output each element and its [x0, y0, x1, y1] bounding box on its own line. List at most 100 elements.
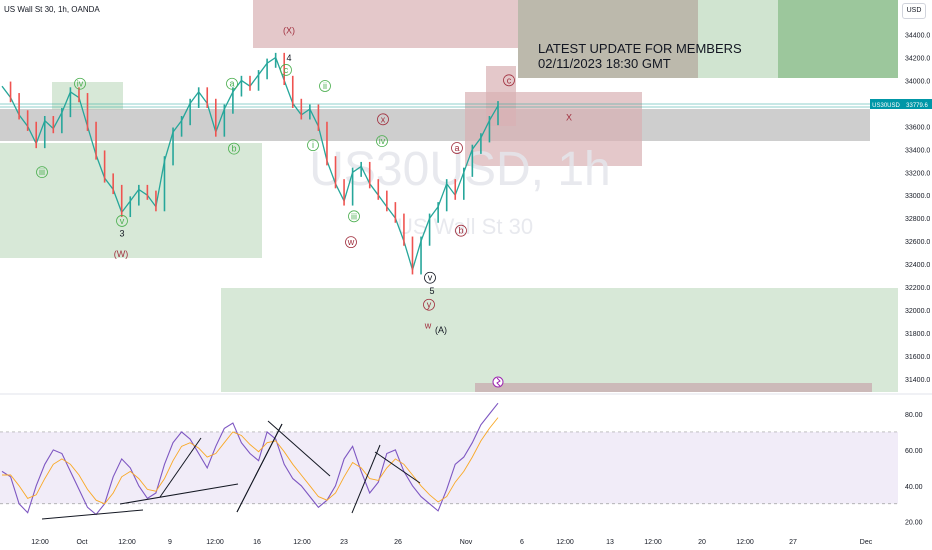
svg-text:x: x	[381, 114, 386, 124]
svg-text:iii: iii	[351, 211, 357, 221]
rsi-line	[1, 402, 499, 516]
wave-label: b	[455, 224, 467, 237]
alert-icon[interactable]	[492, 376, 504, 388]
wave-label: 5	[429, 286, 434, 296]
time-tick-label: 12:00	[118, 539, 136, 546]
time-tick-label: 12:00	[206, 539, 224, 546]
time-tick-label: Oct	[77, 539, 88, 546]
wave-label: iv	[376, 135, 388, 148]
last-price-symbol: US30USD	[872, 103, 900, 109]
watermark: US30USD, 1h US Wall St 30	[309, 143, 610, 239]
wave-label: w	[424, 320, 432, 330]
price-tick-label: 31400.0	[905, 377, 930, 384]
zone-green-bottom	[221, 288, 898, 392]
wave-label: w	[345, 236, 357, 249]
wave-label: X	[566, 113, 572, 123]
zone-red-small	[486, 66, 516, 126]
svg-text:X: X	[566, 113, 572, 123]
wave-label: c	[503, 74, 515, 87]
price-tick-label: 33200.0	[905, 170, 930, 177]
rsi-tick-label: 80.00	[905, 412, 923, 419]
svg-text:i: i	[312, 140, 314, 150]
last-price-value: 33779.6	[906, 103, 928, 109]
wave-label: iv	[74, 77, 86, 90]
zone-green-top-right-dark	[778, 0, 898, 78]
rsi-trendline	[41, 509, 144, 520]
svg-text:iii: iii	[39, 167, 45, 177]
price-tick-label: 33600.0	[905, 124, 930, 131]
wave-label: c	[280, 64, 292, 76]
svg-text:c: c	[284, 65, 289, 75]
rsi-trendline	[374, 451, 421, 484]
wave-label: 4	[286, 53, 291, 63]
wave-label: v	[116, 215, 128, 227]
price-tick-label: 34400.0	[905, 33, 930, 40]
time-tick-label: 6	[520, 539, 524, 546]
svg-text:w: w	[347, 237, 355, 247]
rsi-trendline	[351, 444, 381, 514]
svg-text:iv: iv	[77, 79, 84, 89]
zone-gray-top	[518, 0, 698, 78]
svg-text:a: a	[454, 143, 459, 153]
svg-text:b: b	[458, 226, 463, 236]
time-tick-label: 9	[168, 539, 172, 546]
zone-gray-band	[0, 109, 870, 141]
rsi-trendline	[119, 483, 239, 505]
zone-red-top	[253, 0, 518, 48]
price-tick-label: 34200.0	[905, 55, 930, 62]
wave-label: 3	[119, 229, 124, 239]
time-tick-label: 26	[394, 539, 402, 546]
wave-label: iii	[348, 210, 360, 223]
price-tick-label: 32000.0	[905, 308, 930, 315]
rsi-trendline	[236, 423, 283, 513]
wave-label: (W)	[114, 249, 129, 259]
price-tick-label: 33400.0	[905, 147, 930, 154]
svg-text:c: c	[507, 75, 512, 85]
last-price-tag: US30USD 33779.6	[870, 99, 932, 109]
time-tick-label: 20	[698, 539, 706, 546]
rsi-signal-line	[2, 417, 499, 505]
time-tick-label: 12:00	[293, 539, 311, 546]
rsi-tick-label: 20.00	[905, 520, 923, 527]
wave-label: b	[228, 142, 240, 155]
price-tick-label: 31600.0	[905, 354, 930, 361]
time-tick-label: 12:00	[556, 539, 574, 546]
time-tick-label: 12:00	[736, 539, 754, 546]
svg-text:3: 3	[119, 229, 124, 239]
wave-label: v	[424, 271, 436, 284]
price-tick-label: 33000.0	[905, 193, 930, 200]
price-tick-label: 32200.0	[905, 285, 930, 292]
wave-label: ii	[319, 80, 331, 92]
time-tick-label: Nov	[460, 539, 473, 546]
wave-label: (A)	[435, 325, 447, 335]
svg-text:4: 4	[286, 53, 291, 63]
watermark-ticker: US30USD, 1h	[309, 143, 610, 196]
update-note: LATEST UPDATE FOR MEMBERS 02/11/2023 18:…	[538, 41, 742, 71]
rsi-band	[0, 431, 898, 504]
time-tick-label: 23	[340, 539, 348, 546]
svg-text:(A): (A)	[435, 325, 447, 335]
rsi-trendline	[159, 437, 202, 498]
svg-text:iv: iv	[379, 136, 386, 146]
svg-text:a: a	[229, 79, 234, 89]
svg-text:y: y	[427, 300, 432, 310]
wave-label: (X)	[283, 25, 295, 35]
svg-text:(W): (W)	[114, 249, 129, 259]
svg-text:v: v	[428, 273, 433, 283]
svg-text:(X): (X)	[283, 25, 295, 35]
time-tick-label: 12:00	[31, 539, 49, 546]
update-note-line2: 02/11/2023 18:30 GMT	[538, 56, 671, 71]
time-tick-label: Dec	[860, 539, 873, 546]
price-tick-label: 32400.0	[905, 262, 930, 269]
price-tick-label: 32800.0	[905, 216, 930, 223]
currency-button[interactable]: USD	[902, 3, 926, 19]
svg-text:b: b	[231, 144, 236, 154]
time-tick-label: 13	[606, 539, 614, 546]
time-tick-label: 12:00	[644, 539, 662, 546]
price-tick-label: 32600.0	[905, 239, 930, 246]
chart-title: US Wall St 30, 1h, OANDA	[4, 5, 100, 14]
rsi-tick-label: 60.00	[905, 448, 923, 455]
wave-label: a	[451, 142, 463, 154]
time-tick-label: 27	[789, 539, 797, 546]
